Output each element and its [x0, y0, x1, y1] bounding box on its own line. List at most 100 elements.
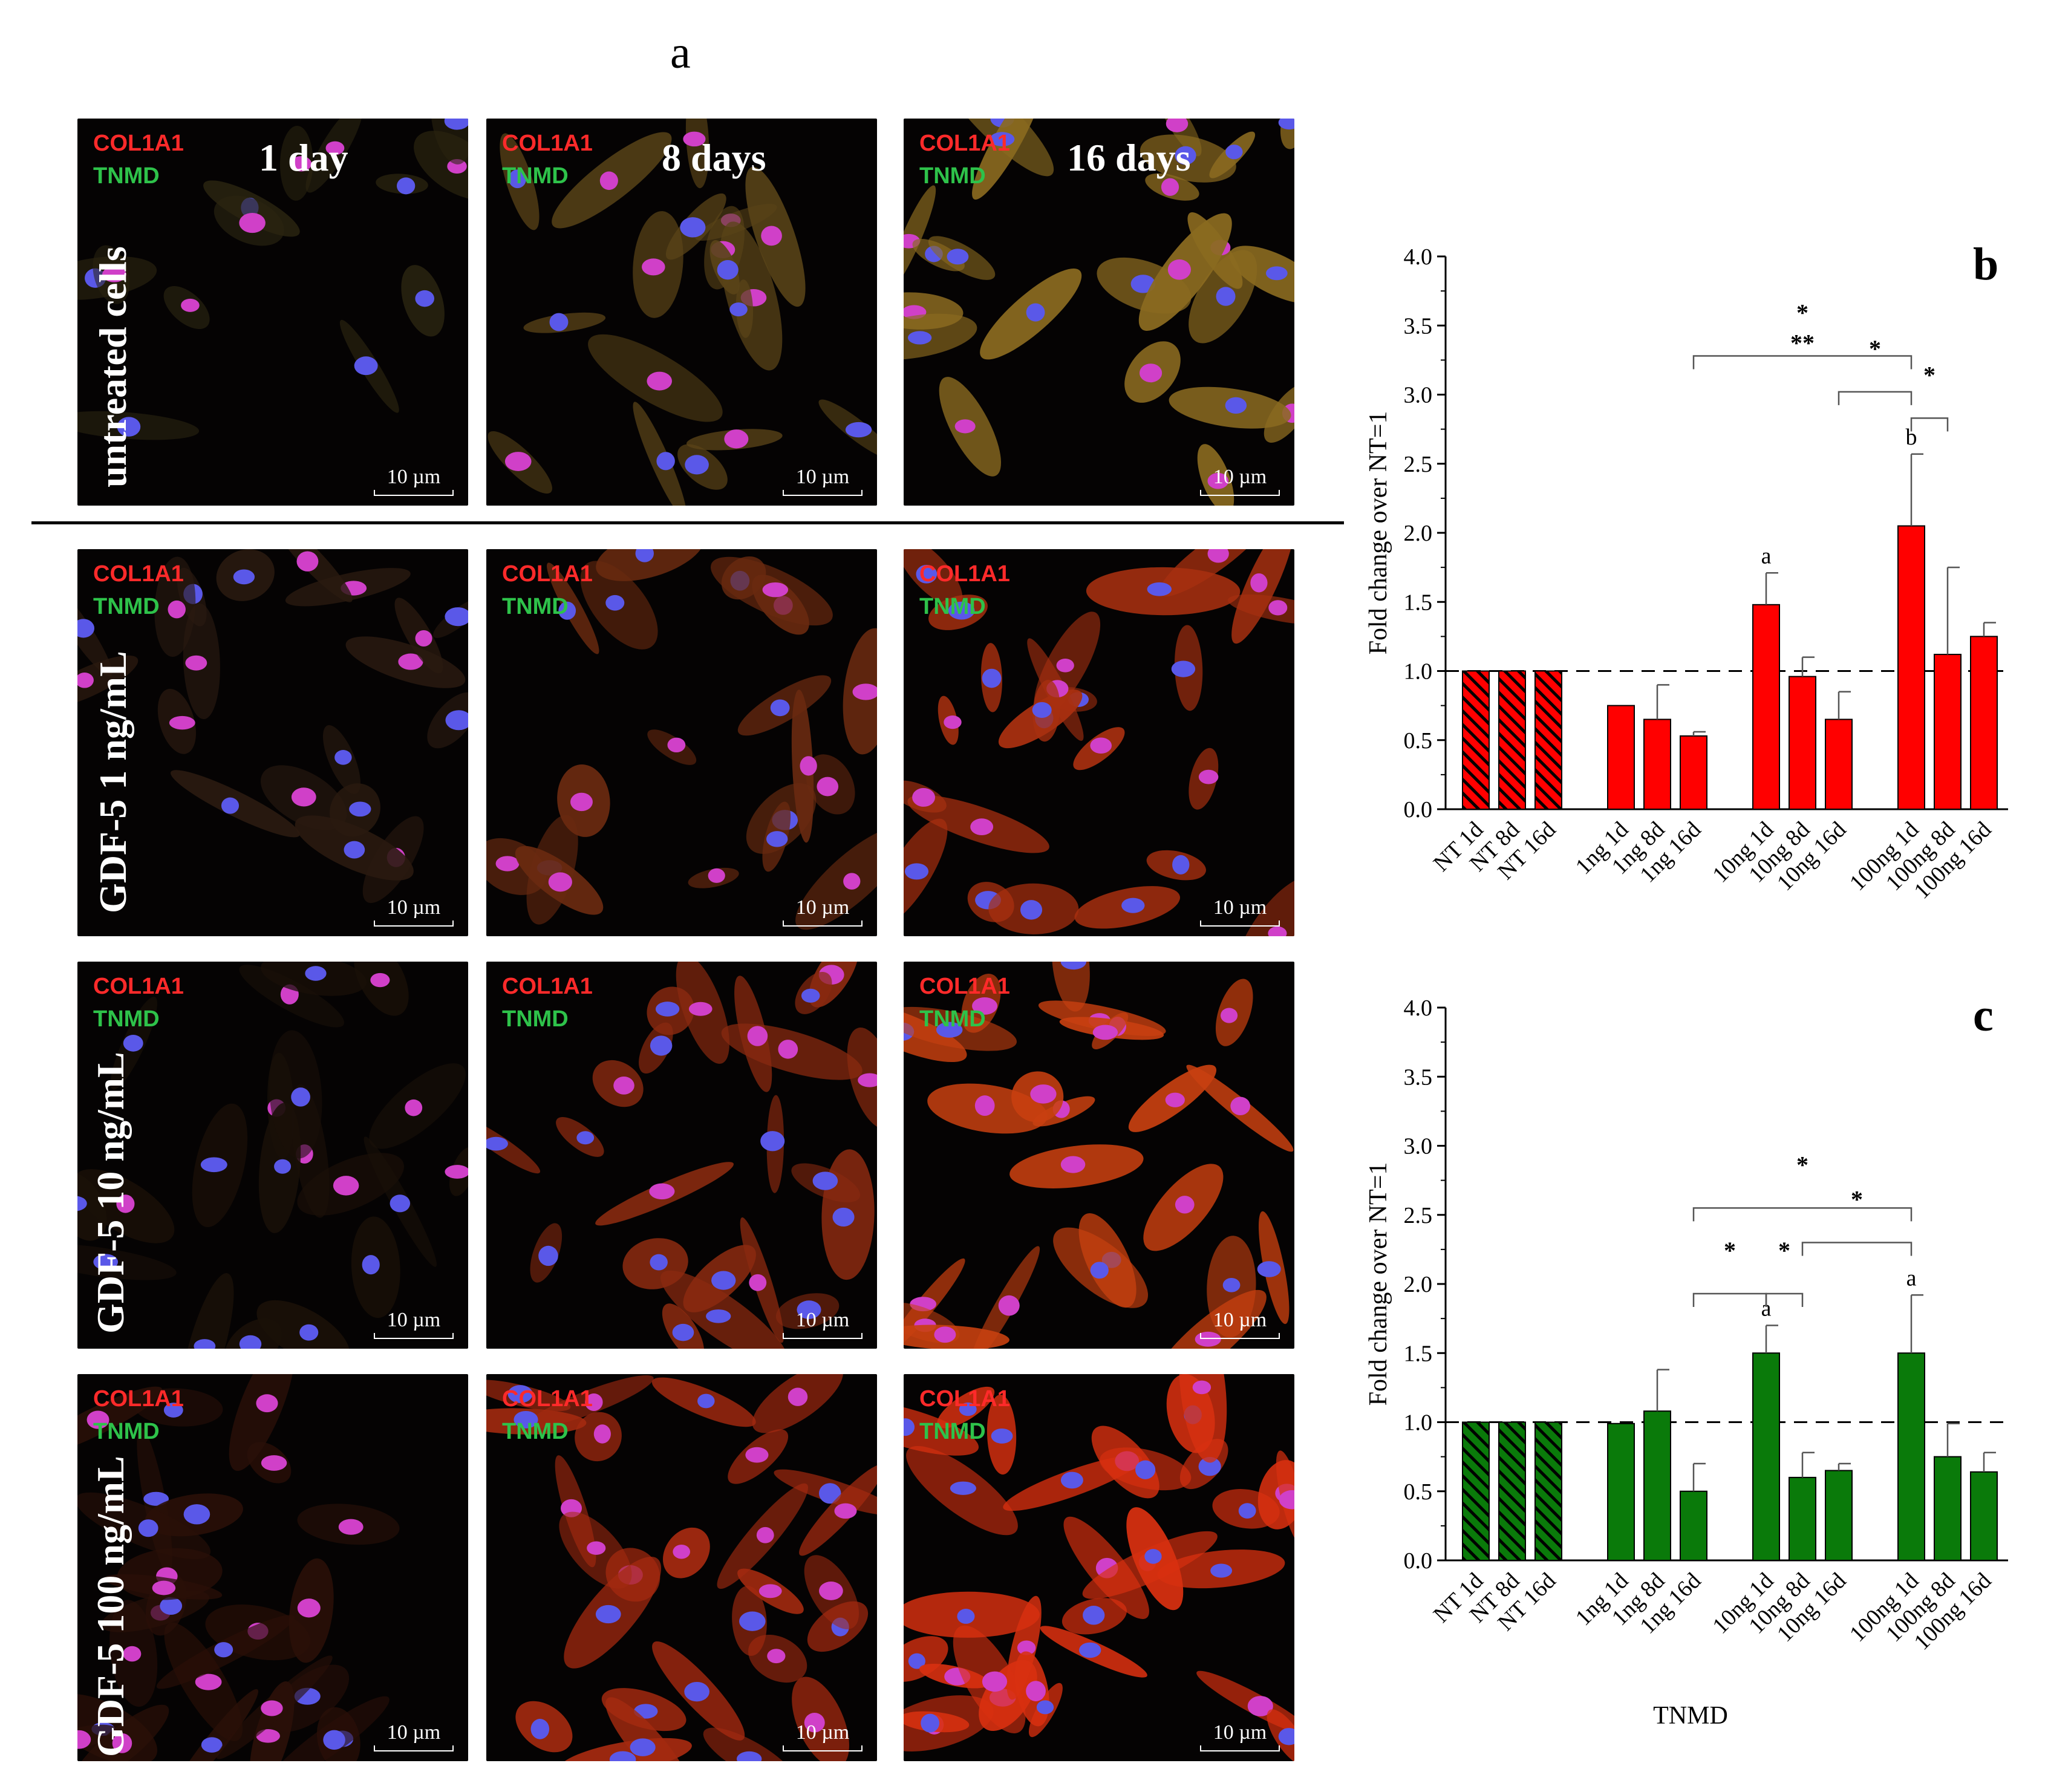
cell-nucleus: [195, 1673, 222, 1690]
cell-nucleus: [944, 715, 962, 729]
micrograph-cells: [486, 549, 877, 930]
cell-nucleus: [745, 1447, 769, 1463]
cell-nucleus: [445, 710, 468, 731]
cell-nucleus: [415, 290, 434, 307]
y-tick-label: 1.0: [1404, 659, 1433, 685]
y-tick-label: 3.0: [1404, 1134, 1433, 1159]
cell-nucleus: [297, 1598, 321, 1618]
cell-body: [752, 1374, 843, 1433]
micrograph-r2-c2: COL1A1 TNMD 10 µm: [486, 549, 877, 936]
cell-nucleus: [667, 737, 686, 753]
scale-bar: 10 µm: [374, 1309, 454, 1339]
bar: [1534, 670, 1562, 810]
cell-nucleus: [233, 569, 255, 585]
cell-nucleus: [274, 1159, 292, 1174]
y-tick-label: 4.0: [1404, 995, 1433, 1021]
cell-nucleus: [538, 1245, 558, 1266]
cell-nucleus: [613, 1077, 634, 1095]
scale-bar: 10 µm: [783, 1309, 863, 1339]
stain-label-tnmd: TNMD: [919, 1006, 986, 1032]
cell-nucleus: [991, 1428, 1013, 1444]
scale-bar: 10 µm: [374, 1721, 454, 1751]
y-tick-label: 0.5: [1404, 1479, 1433, 1505]
cell-nucleus: [1060, 962, 1087, 970]
cell-nucleus: [558, 601, 576, 620]
cell-nucleus: [261, 1700, 283, 1716]
cell-nucleus: [576, 1131, 595, 1145]
scale-bar: 10 µm: [374, 466, 454, 496]
scale-bar-label: 10 µm: [1213, 896, 1267, 919]
scale-bar-line: [783, 1745, 863, 1751]
stain-label-col1a1: COL1A1: [93, 974, 184, 999]
cell-nucleus: [587, 1541, 606, 1555]
bar: [1462, 670, 1490, 810]
cell-nucleus: [354, 356, 378, 376]
cell-nucleus: [185, 655, 207, 671]
cell-nucleus: [974, 1095, 995, 1116]
scale-bar-label: 10 µm: [386, 1309, 441, 1331]
bar: [1897, 525, 1925, 810]
cell-nucleus: [593, 1424, 611, 1444]
cell-nucleus: [1056, 658, 1074, 673]
cell-nucleus: [819, 1483, 841, 1504]
bar: [1825, 718, 1853, 810]
cell-nucleus: [1165, 1092, 1185, 1107]
bar: [1680, 1490, 1707, 1561]
cell-nucleus: [183, 1504, 210, 1525]
significance-bracket: [1692, 1207, 1913, 1222]
cell-nucleus: [921, 1713, 940, 1733]
cell-nucleus: [1036, 1700, 1054, 1715]
cell-nucleus: [200, 1157, 227, 1173]
y-tick-label: 3.5: [1404, 313, 1433, 339]
scale-bar-line: [374, 490, 454, 496]
cell-nucleus: [305, 966, 327, 981]
cell-nucleus: [717, 259, 739, 280]
stain-label-col1a1: COL1A1: [93, 131, 184, 156]
cell-nucleus: [697, 1393, 715, 1409]
cell-nucleus: [116, 1194, 135, 1213]
micrograph-cells: [904, 549, 1294, 936]
y-tick-label: 1.0: [1404, 1410, 1433, 1436]
cell-nucleus: [86, 1410, 109, 1429]
bar: [1825, 1470, 1853, 1561]
significance-letter: a: [1761, 543, 1772, 569]
cell-nucleus: [788, 1387, 808, 1406]
cell-nucleus: [649, 1183, 675, 1200]
y-tick-label: 0.0: [1404, 1548, 1433, 1574]
cell-nucleus: [256, 1394, 278, 1413]
cell-nucleus: [904, 1418, 915, 1436]
cell-nucleus: [160, 1597, 183, 1615]
cell-nucleus: [801, 988, 820, 1003]
stain-label-tnmd: TNMD: [502, 1006, 569, 1032]
cell-nucleus: [680, 217, 706, 238]
cell-nucleus: [585, 1393, 603, 1412]
cell-nucleus: [673, 1544, 691, 1559]
cell-nucleus: [767, 1649, 786, 1664]
cell-nucleus: [1172, 855, 1190, 875]
cell-nucleus: [77, 672, 94, 688]
micrograph-cells: [77, 962, 468, 1349]
cell-nucleus: [1195, 1331, 1221, 1347]
cell-nucleus: [1090, 1262, 1109, 1279]
cell-nucleus: [390, 1194, 411, 1213]
cell-nucleus: [916, 564, 938, 584]
significance-marker: **: [1790, 330, 1815, 357]
scale-bar-label: 10 µm: [795, 466, 850, 488]
cell-nucleus: [323, 1730, 345, 1750]
cell-nucleus: [650, 1035, 673, 1056]
cell-nucleus: [954, 419, 976, 434]
panel-letter-a: a: [670, 27, 691, 78]
y-tick-label: 4.0: [1404, 244, 1433, 270]
time-label-3: 16 days: [1067, 136, 1191, 179]
significance-marker: *: [1923, 361, 1935, 388]
y-tick-label: 0.5: [1404, 728, 1433, 754]
cell-nucleus: [77, 1730, 91, 1749]
panel-letter-c: c: [1973, 990, 1994, 1041]
scale-bar-label: 10 µm: [1213, 466, 1267, 488]
row-label-1ng: GDF-5 1 ng/mL: [91, 651, 134, 913]
cell-nucleus: [972, 997, 998, 1015]
cell-nucleus: [405, 1099, 423, 1116]
y-tick-label: 1.5: [1404, 1341, 1433, 1366]
cell-nucleus: [445, 1165, 468, 1179]
micrograph-cells: [904, 119, 1294, 506]
